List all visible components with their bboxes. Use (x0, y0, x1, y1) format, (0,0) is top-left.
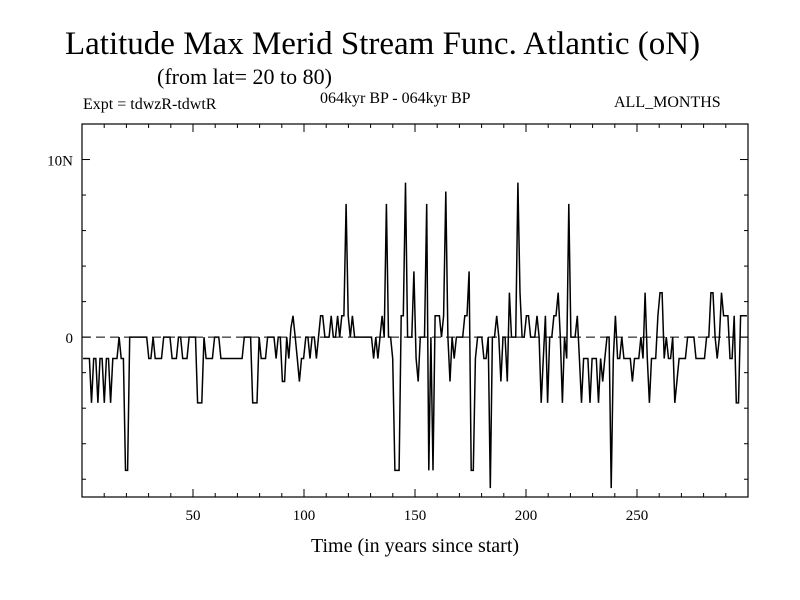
x-tick-label: 100 (293, 508, 316, 524)
plot-frame (81, 123, 749, 498)
tick-labels: 50 100 150 200 250 10N 0 (47, 154, 648, 524)
period-label: 064kyr BP - 064kyr BP (320, 90, 471, 107)
x-tick-label: 200 (515, 508, 538, 524)
y-tick-label: 10N (47, 154, 73, 170)
y-tick-label: 0 (66, 331, 74, 347)
months-label: ALL_MONTHS (614, 94, 721, 111)
series-line (83, 182, 747, 489)
chart-subtitle: (from lat= 20 to 80) (157, 64, 332, 89)
x-tick-label: 150 (404, 508, 427, 524)
x-tick-label: 250 (626, 508, 649, 524)
x-tick-label: 50 (186, 508, 201, 524)
axis-ticks (82, 123, 748, 497)
experiment-label: Expt = tdwzR-tdwtR (83, 96, 217, 113)
x-axis-label: Time (in years since start) (311, 535, 519, 557)
chart-title: Latitude Max Merid Stream Func. Atlantic… (65, 26, 701, 62)
